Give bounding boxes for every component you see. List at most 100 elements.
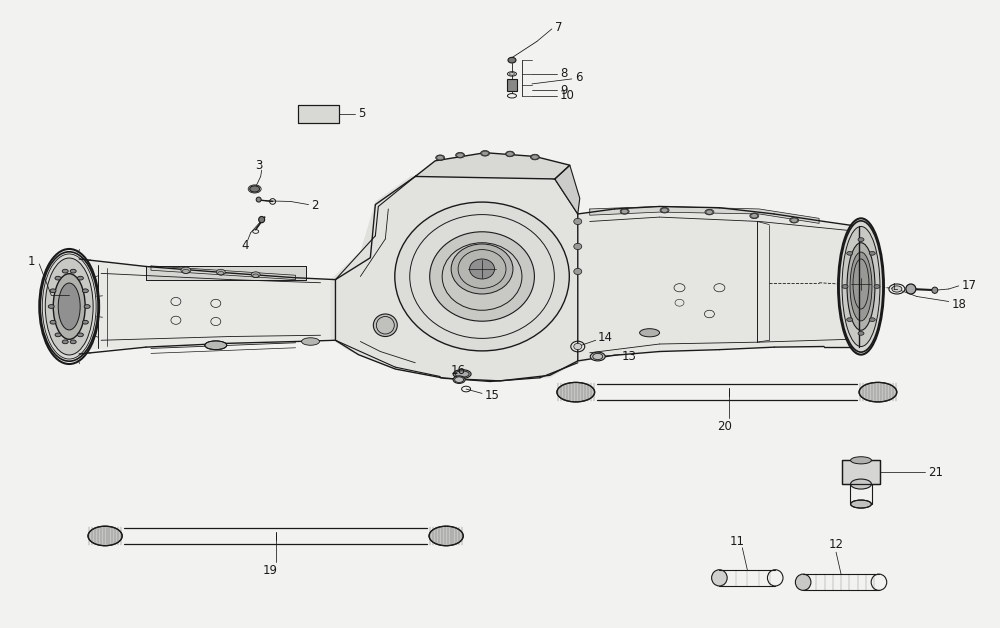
Text: 5: 5 (358, 107, 366, 121)
Ellipse shape (795, 574, 811, 590)
Ellipse shape (874, 284, 880, 288)
Ellipse shape (851, 479, 871, 489)
Ellipse shape (395, 202, 569, 351)
Ellipse shape (453, 370, 471, 379)
Ellipse shape (932, 287, 938, 293)
Polygon shape (335, 170, 578, 381)
Ellipse shape (590, 352, 605, 361)
Text: 21: 21 (928, 466, 943, 479)
Ellipse shape (53, 274, 85, 339)
Text: 4: 4 (241, 239, 248, 252)
Ellipse shape (259, 217, 265, 223)
Ellipse shape (869, 318, 875, 322)
Ellipse shape (456, 153, 465, 158)
Text: 8: 8 (560, 67, 567, 80)
Ellipse shape (481, 151, 490, 156)
Ellipse shape (429, 526, 463, 546)
Ellipse shape (851, 500, 871, 508)
Text: 13: 13 (622, 350, 637, 363)
Ellipse shape (62, 340, 68, 344)
Ellipse shape (70, 269, 76, 273)
Ellipse shape (451, 244, 513, 294)
Ellipse shape (847, 318, 853, 322)
Ellipse shape (70, 340, 76, 344)
Ellipse shape (847, 251, 853, 255)
Polygon shape (151, 266, 296, 279)
Text: 3: 3 (255, 159, 262, 171)
Ellipse shape (859, 382, 897, 402)
Ellipse shape (509, 73, 514, 75)
Ellipse shape (508, 57, 516, 63)
Text: 2: 2 (312, 199, 319, 212)
Ellipse shape (892, 286, 902, 292)
Bar (842, 460, 880, 484)
Ellipse shape (50, 289, 56, 293)
Ellipse shape (850, 252, 872, 321)
Ellipse shape (842, 284, 848, 288)
Text: 15: 15 (485, 389, 500, 402)
Ellipse shape (430, 232, 534, 321)
Text: 16: 16 (451, 364, 466, 377)
Text: 12: 12 (829, 538, 844, 551)
Ellipse shape (77, 276, 83, 280)
Ellipse shape (205, 341, 227, 350)
Ellipse shape (77, 333, 83, 337)
Ellipse shape (505, 151, 514, 157)
Ellipse shape (574, 344, 582, 350)
Ellipse shape (842, 227, 880, 347)
Polygon shape (76, 257, 330, 350)
Ellipse shape (705, 209, 714, 215)
Bar (842, 460, 880, 484)
Text: L: L (892, 283, 897, 292)
Ellipse shape (470, 259, 495, 279)
Polygon shape (555, 165, 580, 214)
Bar (507, 79, 517, 92)
Ellipse shape (453, 376, 465, 384)
Ellipse shape (55, 276, 61, 280)
Ellipse shape (574, 243, 582, 249)
Ellipse shape (847, 243, 875, 330)
Ellipse shape (58, 283, 80, 330)
Ellipse shape (858, 332, 864, 335)
Ellipse shape (84, 305, 90, 308)
Ellipse shape (851, 457, 871, 464)
Ellipse shape (373, 314, 397, 337)
Text: 9: 9 (560, 84, 567, 97)
Polygon shape (590, 207, 819, 224)
Polygon shape (575, 207, 854, 364)
Text: 6: 6 (575, 71, 582, 84)
Bar (146, 266, 306, 279)
Ellipse shape (40, 252, 98, 361)
Ellipse shape (869, 251, 875, 255)
Ellipse shape (181, 267, 191, 273)
Text: 1: 1 (28, 255, 35, 268)
Ellipse shape (302, 338, 320, 345)
Text: 10: 10 (560, 89, 575, 102)
Text: 17: 17 (962, 279, 977, 293)
Ellipse shape (640, 328, 660, 337)
Ellipse shape (750, 213, 759, 219)
Ellipse shape (790, 217, 799, 223)
Ellipse shape (88, 526, 122, 546)
Ellipse shape (557, 382, 595, 402)
Ellipse shape (620, 208, 629, 214)
Text: 14: 14 (598, 330, 613, 344)
Text: 20: 20 (717, 420, 732, 433)
Ellipse shape (712, 570, 727, 586)
Bar (146, 266, 306, 279)
Ellipse shape (250, 186, 260, 192)
Ellipse shape (82, 289, 88, 293)
Bar (298, 104, 339, 123)
Ellipse shape (256, 197, 261, 202)
Ellipse shape (82, 320, 88, 324)
Ellipse shape (530, 154, 539, 160)
Ellipse shape (906, 284, 916, 294)
Ellipse shape (55, 333, 61, 337)
Ellipse shape (574, 219, 582, 225)
Polygon shape (330, 170, 575, 382)
Polygon shape (415, 153, 570, 179)
Ellipse shape (216, 269, 225, 275)
Ellipse shape (660, 207, 669, 213)
Text: 7: 7 (555, 21, 562, 33)
Ellipse shape (839, 221, 883, 352)
